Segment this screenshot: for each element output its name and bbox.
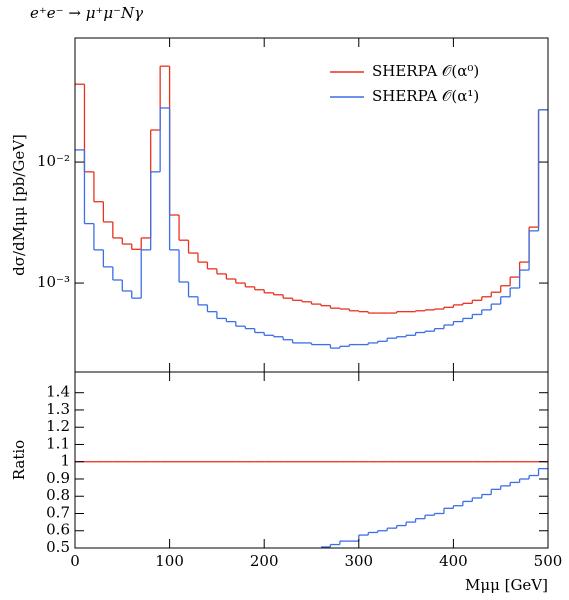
y-tick-label: 1.3: [46, 400, 70, 418]
x-axis-label: Mμμ [GeV]: [465, 576, 548, 594]
y-tick-label: 0.6: [46, 521, 70, 539]
x-tick-label: 300: [344, 552, 373, 570]
x-tick-label: 0: [70, 552, 80, 570]
y-tick-label: 10⁻³: [37, 273, 70, 291]
plot-area: [75, 65, 548, 349]
y-axis-label: dσ/dMμμ [pb/GeV]: [10, 134, 28, 276]
y-tick-label: 1.4: [46, 383, 70, 401]
y-tick-label: 0.5: [46, 538, 70, 556]
chart-title: e⁺e⁻ → μ⁺μ⁻Nγ: [30, 4, 143, 22]
y-tick-label: 1.1: [46, 434, 70, 452]
y-tick-label: 1.2: [46, 417, 70, 435]
y-axis-label: Ratio: [10, 440, 28, 480]
x-tick-label: 200: [250, 552, 279, 570]
y-tick-label: 0.7: [46, 503, 70, 521]
plot-area: [75, 461, 548, 548]
legend-label: SHERPA 𝒪(α⁰): [372, 62, 479, 80]
y-tick-label: 0.9: [46, 469, 70, 487]
y-tick-label: 1: [60, 452, 70, 470]
legend-label: SHERPA 𝒪(α¹): [372, 87, 479, 105]
x-tick-label: 400: [439, 552, 468, 570]
x-tick-label: 100: [155, 552, 184, 570]
plot-frame: [74, 371, 549, 549]
y-tick-label: 10⁻²: [37, 152, 70, 170]
y-tick-label: 0.8: [46, 486, 70, 504]
x-tick-label: 500: [534, 552, 563, 570]
